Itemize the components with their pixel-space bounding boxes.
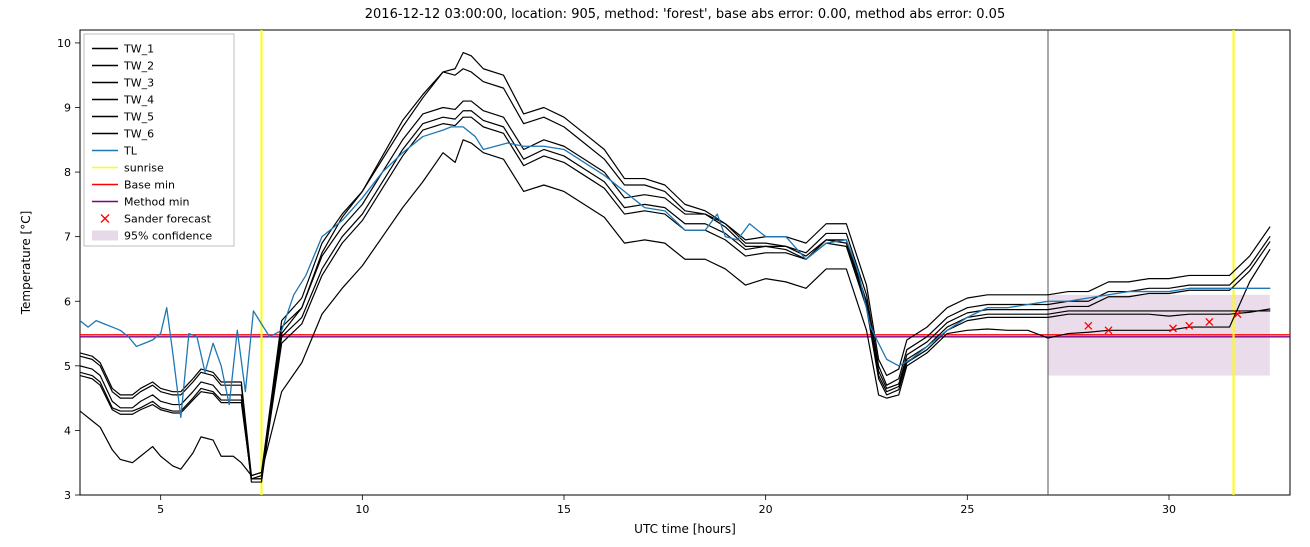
legend-label: Method min	[124, 196, 190, 209]
y-axis-label: Temperature [°C]	[19, 211, 33, 316]
y-tick-label: 7	[64, 231, 71, 244]
chart-title: 2016-12-12 03:00:00, location: 905, meth…	[365, 7, 1005, 22]
legend-label: TW_3	[123, 77, 154, 90]
legend-label: TL	[123, 145, 138, 158]
legend-label: TW_4	[123, 94, 154, 107]
legend-label: TW_2	[123, 60, 154, 73]
x-tick-label: 30	[1162, 503, 1176, 516]
y-tick-label: 3	[64, 489, 71, 502]
legend-swatch	[92, 231, 118, 241]
chart-container: 5 10 15 20 25 30 3 4 5 6 7 8 9 10 UTC time [hours] Temp…	[0, 0, 1310, 547]
y-tick-label: 9	[64, 102, 71, 115]
legend-label: Base min	[124, 179, 175, 192]
legend-label: Sander forecast	[124, 213, 212, 226]
y-tick-label: 5	[64, 360, 71, 373]
legend-label: 95% confidence	[124, 230, 212, 243]
x-tick-label: 25	[960, 503, 974, 516]
y-tick-label: 6	[64, 295, 71, 308]
y-tick-label: 4	[64, 424, 71, 437]
legend-label: sunrise	[124, 162, 164, 175]
y-tick-label: 8	[64, 166, 71, 179]
x-axis-label: UTC time [hours]	[634, 522, 736, 536]
x-tick-label: 10	[355, 503, 369, 516]
x-tick-label: 20	[759, 503, 773, 516]
y-tick-label: 10	[57, 37, 71, 50]
legend-label: TW_6	[123, 128, 154, 141]
x-tick-label: 15	[557, 503, 571, 516]
legend-label: TW_1	[123, 43, 154, 56]
legend-label: TW_5	[123, 111, 154, 124]
x-tick-label: 5	[157, 503, 164, 516]
chart-svg: 5 10 15 20 25 30 3 4 5 6 7 8 9 10 UTC time [hours] Temp…	[0, 0, 1310, 547]
